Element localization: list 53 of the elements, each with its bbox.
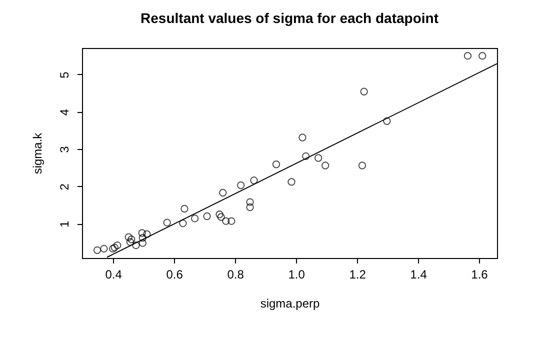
point [114,241,122,250]
x-tick-label: 0.8 [227,268,244,282]
point [110,244,118,252]
point [126,238,134,246]
point [228,217,236,225]
x-axis-title: sigma.perp [260,296,320,310]
point [217,213,225,221]
point [143,230,151,238]
point [216,210,224,218]
point [138,239,147,247]
y-tick-label: 4 [58,108,72,116]
x-tick-label: 1.2 [349,268,366,282]
point [360,88,368,96]
point [288,178,296,186]
point [272,160,280,168]
point [298,134,306,142]
point [219,188,227,197]
x-tick-label: 1.6 [471,268,488,282]
point [138,229,146,237]
point [464,52,472,60]
point [163,218,171,226]
y-tick-label: 3 [58,146,72,153]
y-axis-title: sigma.k [30,132,44,174]
point [250,176,258,184]
x-tick-label: 1.4 [410,268,428,282]
point [128,236,136,244]
point [132,241,140,250]
y-tick-label: 5 [58,71,72,78]
point [237,181,245,190]
point [358,162,366,170]
point [321,162,330,170]
point [246,203,254,212]
point [203,212,211,220]
x-tick-label: 1.0 [288,268,306,282]
point [246,198,254,206]
point [190,214,199,222]
point [138,234,147,242]
y-tick-label: 2 [58,183,72,190]
point [108,244,117,253]
point [179,219,187,228]
point [100,244,108,253]
point [124,233,133,241]
point [180,204,188,213]
point [383,117,391,125]
y-tick-label: 1 [58,220,72,228]
point [478,52,486,60]
chart-title: Resultant values of sigma for each datapoint [140,10,439,26]
x-tick-label: 0.4 [105,268,122,282]
point [93,246,102,254]
point [314,154,322,162]
x-tick-label: 0.6 [166,268,184,282]
point [302,152,310,160]
point [222,217,230,225]
